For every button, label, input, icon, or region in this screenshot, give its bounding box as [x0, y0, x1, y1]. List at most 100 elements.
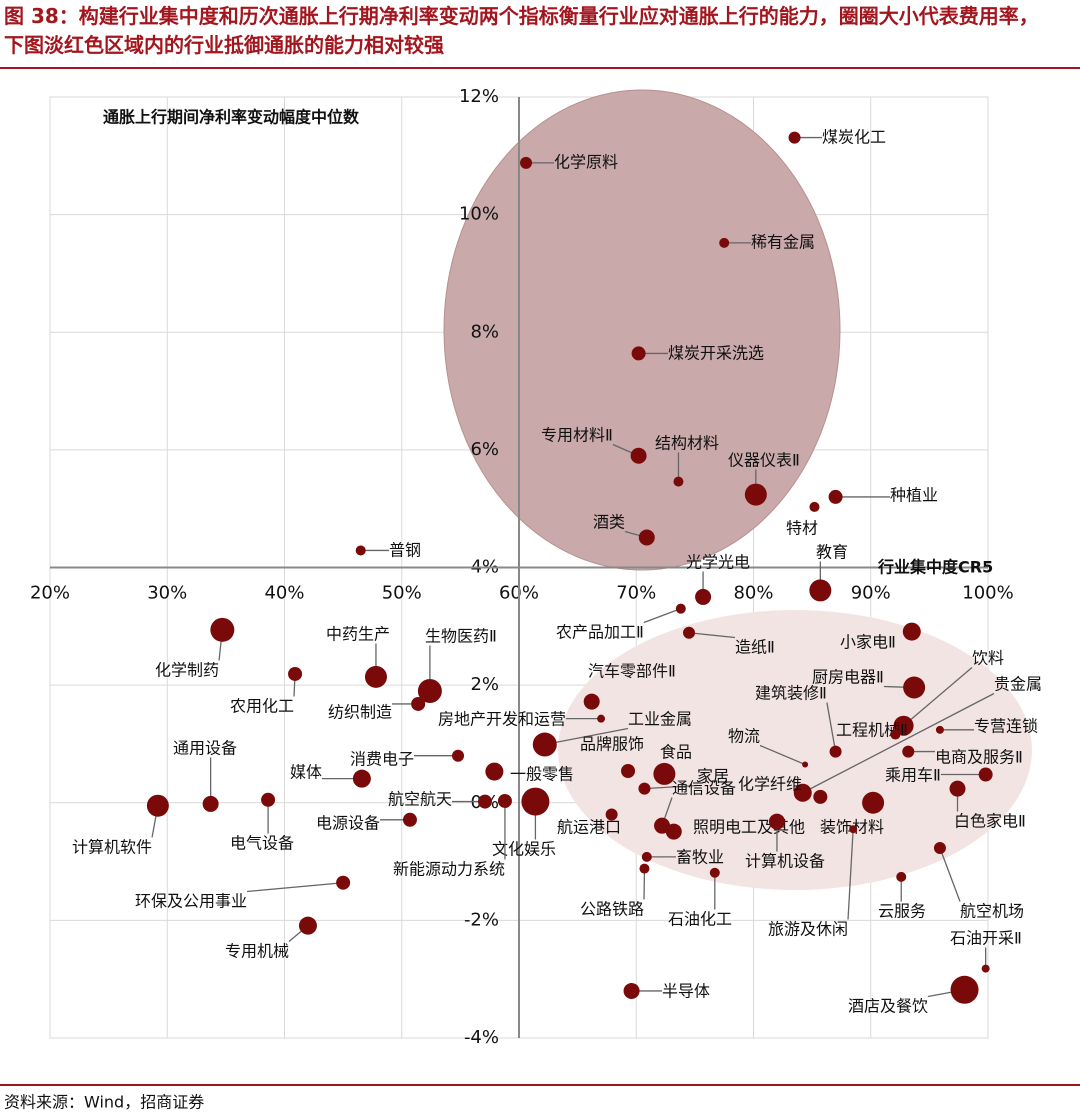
- point-label: 化学原料: [554, 153, 618, 172]
- point-label: 普钢: [389, 541, 421, 560]
- bubble: [452, 749, 465, 762]
- bubble: [709, 867, 720, 878]
- y-tick-label: -2%: [464, 909, 499, 930]
- point-label: 家居: [697, 767, 729, 786]
- point-label: 厨房电器Ⅱ: [812, 668, 884, 687]
- bubble: [719, 237, 730, 248]
- bubble: [950, 975, 979, 1004]
- bubble: [623, 982, 640, 999]
- bubble: [813, 789, 828, 804]
- bubble: [417, 679, 442, 704]
- point-label: 半导体: [662, 982, 710, 1001]
- bubble: [641, 851, 652, 862]
- bubble: [638, 782, 651, 795]
- bubble: [744, 483, 767, 506]
- point-label: 媒体: [290, 763, 322, 782]
- bubble: [202, 795, 219, 812]
- point-label: 云服务: [878, 902, 926, 921]
- point-label: 煤炭化工: [822, 128, 886, 147]
- bubble: [485, 762, 504, 781]
- leader-line: [246, 882, 344, 893]
- bubble: [802, 761, 809, 768]
- x-tick-label: 90%: [851, 583, 891, 604]
- bubble: [675, 603, 686, 614]
- point-label: 专营连锁: [974, 717, 1038, 736]
- y-tick-label: 8%: [470, 321, 499, 342]
- point-label: 造纸Ⅱ: [735, 638, 775, 657]
- leader-line: [802, 692, 995, 794]
- point-label: 乘用车Ⅱ: [885, 766, 941, 785]
- point-label: 贵金属: [994, 675, 1042, 694]
- point-label: 计算机设备: [745, 852, 825, 871]
- y-tick-label: -4%: [464, 1027, 499, 1048]
- x-tick-label: 40%: [264, 583, 304, 604]
- leader-line: [939, 847, 961, 902]
- leader-line: [759, 744, 806, 766]
- point-label: 通用设备: [173, 739, 237, 758]
- bubble: [146, 794, 169, 817]
- bubble: [597, 714, 606, 723]
- y-axis-title: 通胀上行期间净利率变动幅度中位数: [103, 108, 360, 127]
- bubble: [935, 725, 944, 734]
- bubble: [210, 617, 235, 642]
- point-label: 计算机软件: [72, 838, 152, 857]
- point-label: 电气设备: [230, 834, 294, 853]
- point-label: 白色家电Ⅱ: [954, 812, 1026, 831]
- bubble: [788, 131, 801, 144]
- bubble: [355, 545, 366, 556]
- bubble: [411, 696, 426, 711]
- point-label: 化学制药: [155, 661, 219, 680]
- bubble: [903, 676, 926, 699]
- bubble: [981, 964, 990, 973]
- bubble: [793, 783, 812, 802]
- bubble: [828, 489, 843, 504]
- point-label: 一般零售: [510, 765, 574, 784]
- bubble: [653, 762, 676, 785]
- leader-line: [847, 829, 854, 920]
- point-label: 农产品加工Ⅱ: [556, 623, 644, 642]
- bubble: [902, 622, 921, 641]
- bubble: [849, 825, 858, 834]
- bubble: [809, 579, 832, 602]
- point-label: 仪器仪表Ⅱ: [728, 451, 800, 470]
- y-tick-label: 12%: [459, 86, 499, 107]
- point-label: 物流: [728, 727, 760, 746]
- point-label: 工业金属: [628, 710, 692, 729]
- bubble: [695, 588, 712, 605]
- x-tick-label: 50%: [382, 583, 422, 604]
- bubble: [364, 665, 387, 688]
- leader-line: [644, 784, 698, 790]
- point-label: 汽车零部件Ⅱ: [588, 662, 676, 681]
- point-label: 光学光电: [686, 553, 750, 572]
- point-label: 航空机场: [960, 902, 1024, 921]
- bubble: [933, 842, 946, 855]
- point-label: 专用机械: [225, 942, 289, 961]
- bubble: [902, 745, 915, 758]
- y-tick-label: 6%: [470, 439, 499, 460]
- point-label: 石油化工: [668, 910, 732, 929]
- point-label: 建筑装修Ⅱ: [755, 684, 827, 703]
- bubble: [497, 793, 512, 808]
- x-tick-label: 80%: [733, 583, 773, 604]
- point-label: 消费电子: [350, 750, 414, 769]
- point-label: 农用化工: [230, 697, 294, 716]
- point-label: 航空航天: [388, 790, 452, 809]
- bubble: [621, 763, 636, 778]
- source: 资料来源：Wind，招商证券: [4, 1093, 204, 1112]
- point-label: 新能源动力系统: [393, 860, 505, 879]
- bubble: [638, 529, 655, 546]
- point-label: 小家电Ⅱ: [840, 633, 896, 652]
- point-label: 航运港口: [557, 818, 621, 837]
- point-label: 环保及公用事业: [135, 892, 247, 911]
- point-label: 电源设备: [316, 814, 380, 833]
- point-label: 特材: [786, 519, 818, 538]
- bubble: [683, 626, 696, 639]
- bubble: [532, 732, 557, 757]
- bubble: [521, 787, 550, 816]
- leader-line: [544, 727, 629, 746]
- bubble: [665, 823, 682, 840]
- point-label: 酒类: [593, 513, 625, 532]
- x-axis-title: 行业集中度CR5: [877, 558, 993, 577]
- point-label: 畜牧业: [676, 848, 724, 867]
